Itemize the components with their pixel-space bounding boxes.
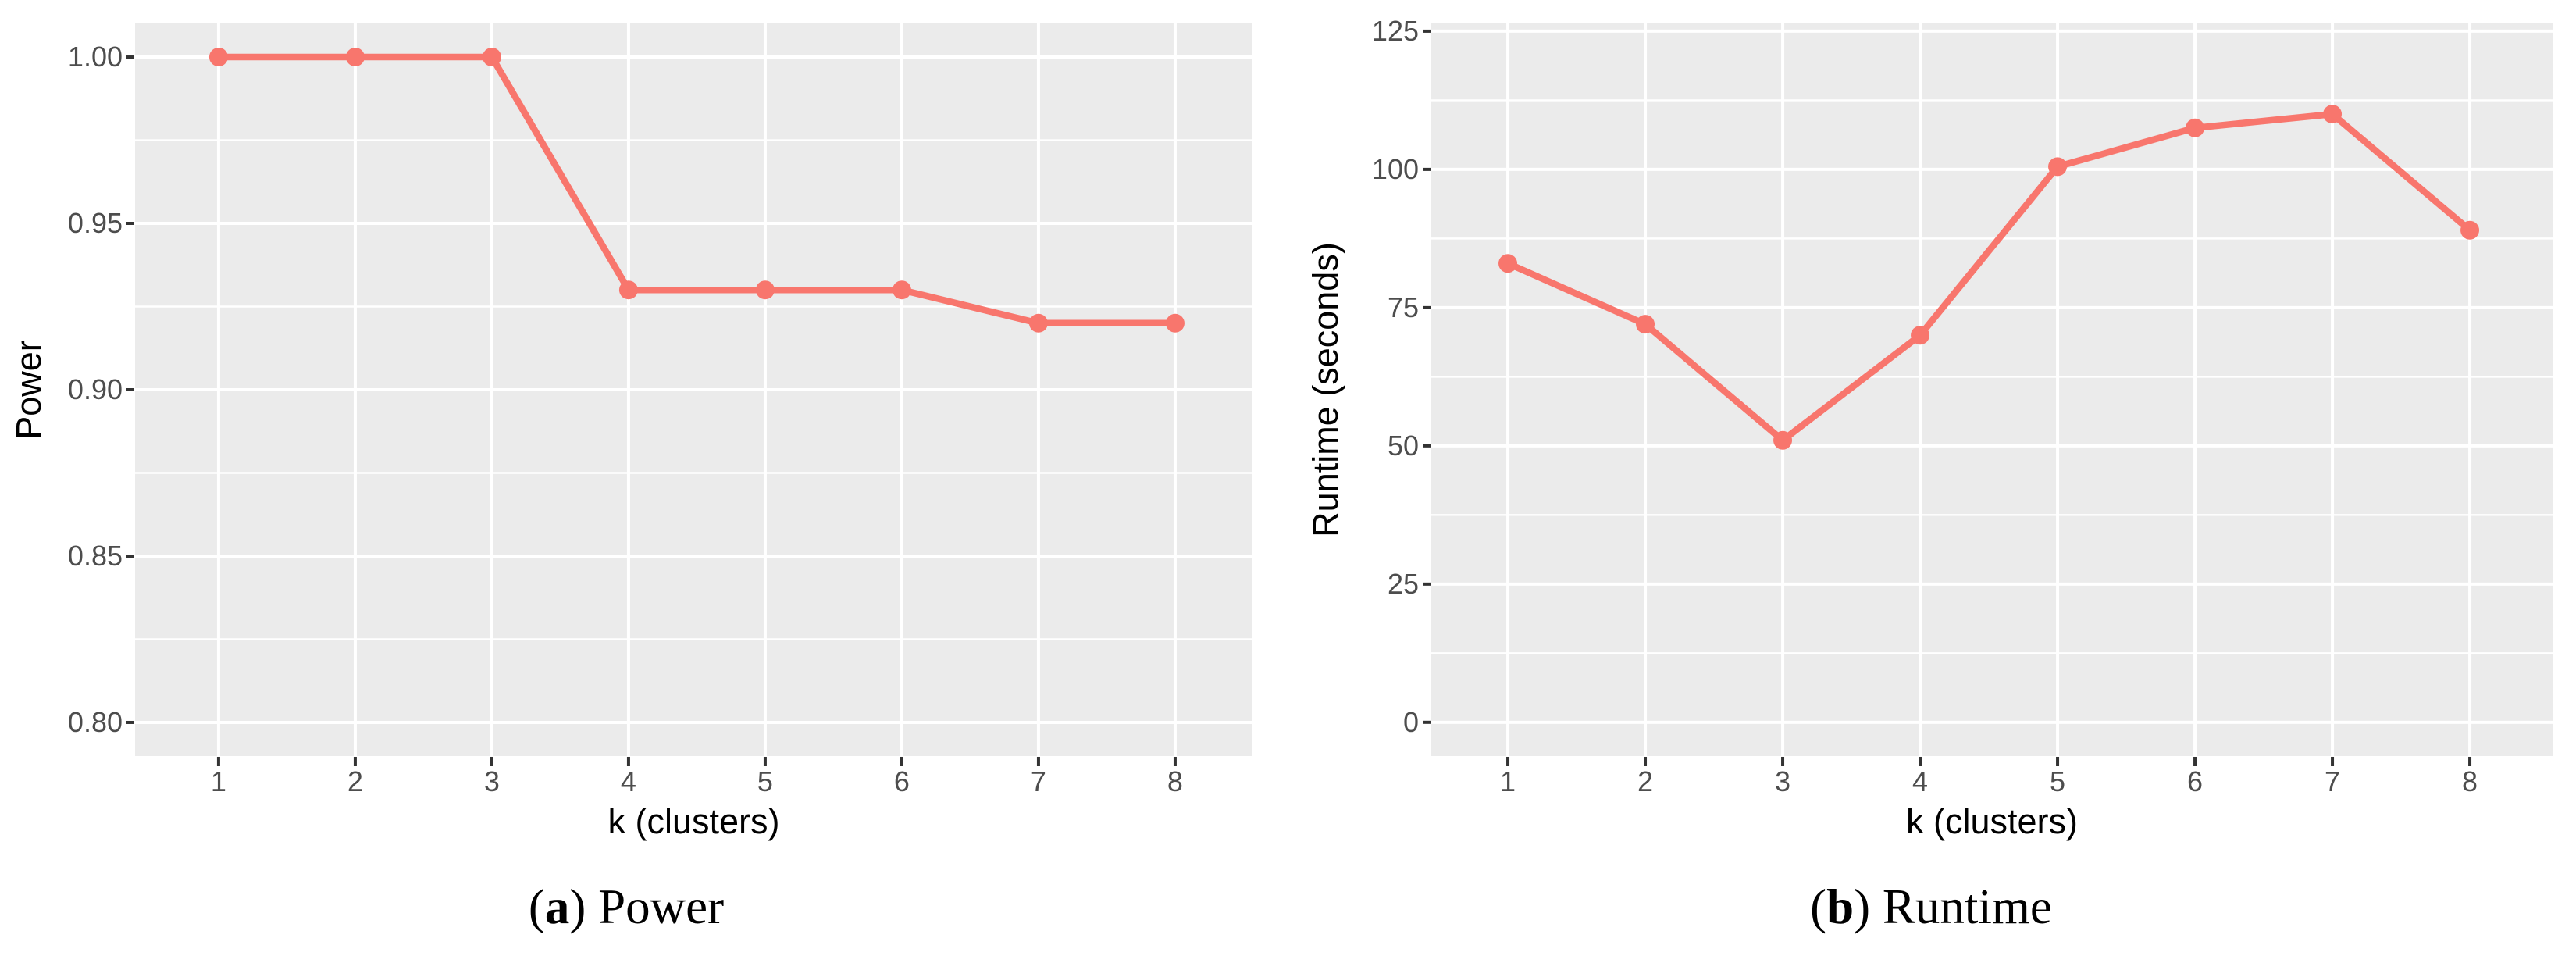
data-points — [208, 48, 1185, 333]
y-tick-label: 0.90 — [68, 373, 123, 405]
y-tick-label: 0.85 — [68, 540, 123, 572]
caption-open-paren: ( — [528, 879, 545, 934]
data-point-marker — [755, 280, 775, 300]
y-tick-label: 100 — [1372, 153, 1419, 185]
data-point-marker — [1165, 313, 1185, 333]
data-point-marker — [1498, 254, 1518, 273]
x-tick-label: 3 — [1775, 765, 1790, 797]
data-point-marker — [1028, 313, 1048, 333]
caption-open-paren: ( — [1810, 879, 1827, 934]
data-point-marker — [345, 48, 365, 67]
subfigure-power: 1 2 3 4 5 6 7 8 0.80 0.85 0.90 0.95 1.00 k (clusters)… — [9, 23, 1252, 933]
y-tick-label: 0 — [1403, 706, 1419, 738]
caption-letter: a — [544, 879, 570, 934]
caption-power: (a) Power — [529, 881, 724, 933]
x-axis-tick-labels: 1 2 3 4 5 6 7 8 — [211, 765, 1183, 797]
x-tick-label: 6 — [894, 765, 910, 797]
x-tick-label: 5 — [757, 765, 773, 797]
caption-close-paren: ) — [569, 879, 586, 934]
data-point-marker — [482, 48, 501, 67]
x-axis-tick-labels: 1 2 3 4 5 6 7 8 — [1500, 765, 2478, 797]
caption-label: Runtime — [1882, 879, 2052, 934]
x-tick-label: 4 — [621, 765, 636, 797]
x-tick-label: 2 — [347, 765, 363, 797]
x-tick-label: 3 — [484, 765, 500, 797]
x-tick-label: 5 — [2050, 765, 2065, 797]
gridlines — [1431, 23, 2553, 756]
data-point-marker — [1911, 326, 1930, 345]
y-axis-tick-labels: 0 25 50 75 100 125 — [1372, 15, 1419, 738]
x-tick-label: 2 — [1637, 765, 1653, 797]
caption-letter: b — [1826, 879, 1855, 934]
x-tick-label: 8 — [2462, 765, 2478, 797]
x-tick-label: 8 — [1167, 765, 1183, 797]
x-tick-label: 7 — [1031, 765, 1046, 797]
x-tick-label: 4 — [1912, 765, 1928, 797]
subfigure-runtime: 1 2 3 4 5 6 7 8 0 25 50 75 100 125 k (clusters) Runtime… — [1288, 0, 2576, 963]
x-axis-title: k (clusters) — [1906, 801, 2078, 841]
x-tick-label: 6 — [2187, 765, 2203, 797]
x-tick-label: 1 — [1500, 765, 1516, 797]
data-point-marker — [2323, 105, 2343, 124]
y-tick-label: 50 — [1388, 430, 1419, 462]
y-axis-title: Runtime (seconds) — [1306, 242, 1345, 537]
data-line — [1506, 110, 2472, 444]
y-tick-label: 1.00 — [68, 41, 123, 73]
axis-tick-marks — [1423, 29, 2472, 766]
x-tick-label: 7 — [2325, 765, 2340, 797]
y-tick-label: 125 — [1372, 15, 1419, 47]
data-point-marker — [208, 48, 228, 67]
data-point-marker — [2186, 118, 2205, 137]
panel-background — [1431, 23, 2553, 756]
data-point-marker — [2048, 157, 2068, 177]
y-tick-label: 0.80 — [68, 706, 123, 738]
data-point-marker — [618, 280, 638, 300]
caption-label: Power — [598, 879, 725, 934]
y-tick-label: 25 — [1388, 568, 1419, 600]
data-point-marker — [892, 280, 911, 300]
data-point-marker — [1773, 430, 1793, 450]
data-points — [1498, 105, 2480, 450]
x-axis-title: k (clusters) — [607, 801, 779, 841]
x-tick-label: 1 — [211, 765, 226, 797]
data-line — [218, 53, 1175, 327]
y-tick-label: 0.95 — [68, 207, 123, 239]
y-axis-tick-labels: 0.80 0.85 0.90 0.95 1.00 — [68, 41, 123, 738]
data-point-marker — [1636, 315, 1655, 334]
caption-runtime: (b) Runtime — [1810, 881, 2052, 933]
y-tick-label: 75 — [1388, 291, 1419, 323]
caption-close-paren: ) — [1854, 879, 1871, 934]
y-axis-title: Power — [9, 340, 48, 440]
data-point-marker — [2460, 220, 2480, 240]
axis-tick-marks — [126, 55, 1177, 766]
power-chart: 1 2 3 4 5 6 7 8 0.80 0.85 0.90 0.95 1.00 k (clusters)… — [9, 23, 1252, 841]
runtime-chart: 1 2 3 4 5 6 7 8 0 25 50 75 100 125 k (clusters) Runtime… — [1306, 15, 2553, 841]
